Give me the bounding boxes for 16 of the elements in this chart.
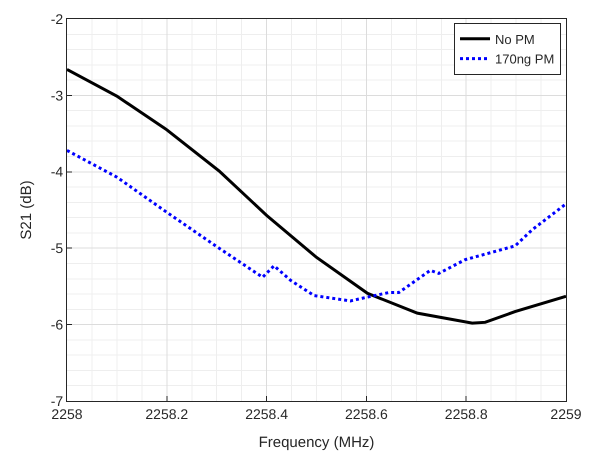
y-tick-label: -2 [50, 10, 64, 27]
x-tick-label: 2259 [550, 406, 582, 422]
x-tick-label: 2258.6 [344, 406, 388, 422]
y-tick-label: -6 [50, 316, 64, 332]
x-axis-title: Frequency (MHz) [258, 434, 374, 451]
line-series [67, 68, 566, 325]
line-series [67, 148, 566, 302]
y-axis-title: S21 (dB) [18, 180, 35, 240]
y-tick-label: -4 [50, 164, 64, 180]
x-tick-label: 2258.8 [444, 406, 488, 422]
legend-label: 170ng PM [495, 52, 554, 67]
legend-label: No PM [495, 32, 535, 47]
y-tick-label: -3 [50, 87, 64, 104]
y-tick-label: -5 [50, 240, 64, 256]
x-tick-label: 2258.4 [245, 406, 288, 422]
x-tick-label: 2258.2 [145, 406, 188, 422]
